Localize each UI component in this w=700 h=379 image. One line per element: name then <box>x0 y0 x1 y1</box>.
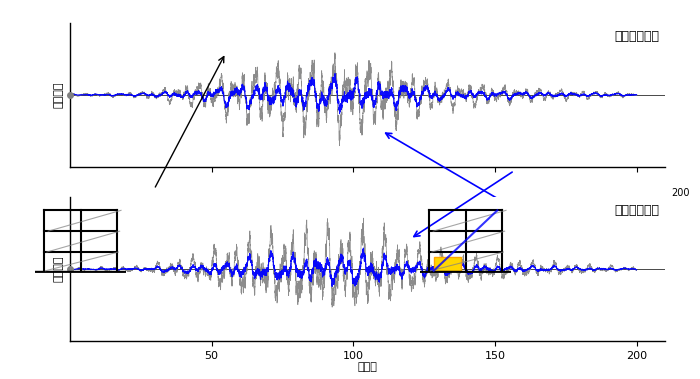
Text: アクティブ制御: アクティブ制御 <box>456 207 500 217</box>
Bar <box>433 257 461 271</box>
X-axis label: （秒）: （秒） <box>358 362 377 372</box>
Y-axis label: 頂部変位: 頂部変位 <box>53 256 63 282</box>
Text: （南北方向）: （南北方向） <box>614 30 659 43</box>
Text: ダンパーなし: ダンパーなし <box>160 222 197 232</box>
Text: （東西方向）: （東西方向） <box>614 204 659 217</box>
Text: 200: 200 <box>671 188 690 198</box>
Text: （ダンパー：最下層のみ）: （ダンパー：最下層のみ） <box>456 244 522 253</box>
Y-axis label: 頂部変位: 頂部変位 <box>53 81 63 108</box>
